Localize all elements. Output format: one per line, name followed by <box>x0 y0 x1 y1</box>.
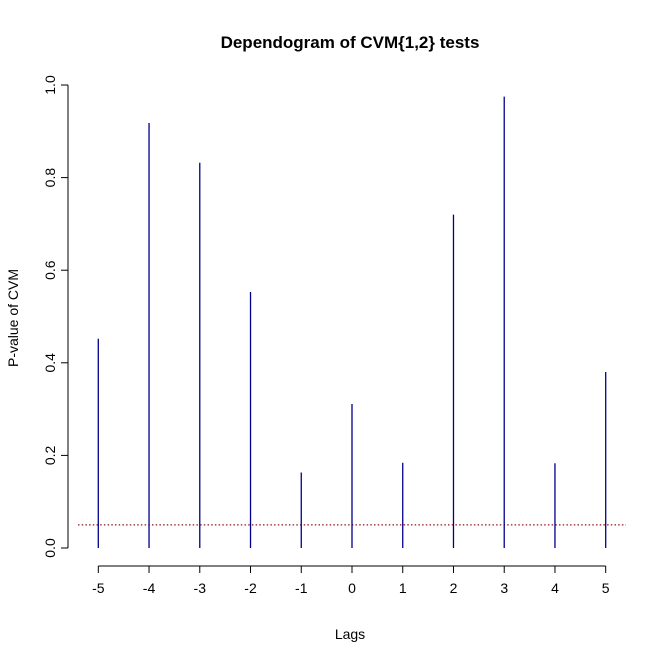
x-tick-label: 3 <box>500 580 508 596</box>
x-tick-label: -5 <box>92 580 105 596</box>
x-tick-label: -3 <box>194 580 207 596</box>
x-tick-label: 1 <box>399 580 407 596</box>
y-axis: 0.0 0.2 0.4 0.6 0.8 1.0 <box>42 75 69 558</box>
x-tick-label: 0 <box>348 580 356 596</box>
x-tick-label: -1 <box>295 580 308 596</box>
y-tick-label: 1.0 <box>42 75 58 95</box>
y-axis-label: P-value of CVM <box>5 269 21 367</box>
chart-title: Dependogram of CVM{1,2} tests <box>221 33 480 52</box>
y-tick-label: 0.4 <box>42 353 58 373</box>
x-tick-label: 4 <box>551 580 559 596</box>
x-tick-label: 2 <box>450 580 458 596</box>
y-tick-label: 0.2 <box>42 445 58 465</box>
x-axis-label: Lags <box>335 626 365 642</box>
x-axis: -5 -4 -3 -2 -1 0 1 2 3 4 5 <box>92 565 610 596</box>
bars-group <box>97 96 607 548</box>
y-tick-label: 0.0 <box>42 538 58 558</box>
x-tick-label: -2 <box>244 580 257 596</box>
x-tick-label: -4 <box>143 580 156 596</box>
y-tick-label: 0.6 <box>42 260 58 280</box>
y-tick-label: 0.8 <box>42 168 58 188</box>
x-tick-label: 5 <box>602 580 610 596</box>
